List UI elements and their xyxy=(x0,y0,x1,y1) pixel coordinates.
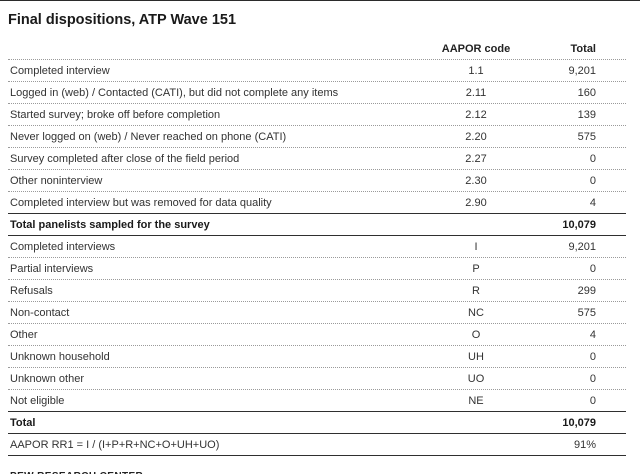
row-total: 575 xyxy=(577,306,596,319)
row-total: 139 xyxy=(577,108,596,121)
row-label: Not eligible xyxy=(10,394,65,407)
row-total: 10,079 xyxy=(562,416,596,429)
table-row: Completed interviews I 9,201 xyxy=(8,236,626,258)
table-body: Completed interview 1.1 9,201 Logged in (we… xyxy=(8,60,626,456)
table-row: Completed interview 1.1 9,201 xyxy=(8,60,626,82)
row-total: 0 xyxy=(589,394,596,407)
row-label: Total xyxy=(10,416,36,429)
row-code: UO xyxy=(467,372,485,385)
row-total: 4 xyxy=(589,196,596,209)
table-row: Completed interview but was removed for … xyxy=(8,192,626,214)
row-total: 0 xyxy=(589,350,596,363)
dispositions-table: AAPOR code Total Completed interview 1.1 9… xyxy=(8,38,626,456)
table-row: Survey completed after close of the fiel… xyxy=(8,148,626,170)
row-code: O xyxy=(471,328,481,341)
row-code: UH xyxy=(468,350,484,363)
table-header-row: AAPOR code Total xyxy=(8,38,626,60)
table-row: Unknown other UO 0 xyxy=(8,368,626,390)
row-label: Refusals xyxy=(10,284,53,297)
page-title: Final dispositions, ATP Wave 151 xyxy=(8,12,237,28)
table-row: Not eligible NE 0 xyxy=(8,390,626,412)
row-code: 2.27 xyxy=(465,152,487,165)
table-row: Unknown household UH 0 xyxy=(8,346,626,368)
row-label: Non-contact xyxy=(10,306,70,319)
col-header-total: Total xyxy=(570,42,596,55)
row-code: 2.30 xyxy=(465,174,487,187)
row-label: Completed interview xyxy=(10,64,110,77)
table-row: Refusals R 299 xyxy=(8,280,626,302)
row-total: 0 xyxy=(589,372,596,385)
row-total: 0 xyxy=(589,174,596,187)
table-row: Other noninterview 2.30 0 xyxy=(8,170,626,192)
row-code: NC xyxy=(468,306,484,319)
row-label: Completed interview but was removed for … xyxy=(10,196,272,209)
row-label: Unknown other xyxy=(10,372,84,385)
row-label: Total panelists sampled for the survey xyxy=(10,218,210,231)
table-row: Started survey; broke off before complet… xyxy=(8,104,626,126)
row-code: 2.90 xyxy=(465,196,487,209)
row-code: 2.12 xyxy=(465,108,487,121)
row-code: 1.1 xyxy=(468,64,484,77)
row-total: 0 xyxy=(589,152,596,165)
table-row: Non-contact NC 575 xyxy=(8,302,626,324)
row-total: 9,201 xyxy=(568,64,596,77)
row-label: Other xyxy=(10,328,38,341)
row-total: 575 xyxy=(577,130,596,143)
row-total: 91% xyxy=(573,438,596,451)
table-row: Total panelists sampled for the survey 10… xyxy=(8,213,626,236)
row-total: 9,201 xyxy=(568,240,596,253)
row-total: 160 xyxy=(577,86,596,99)
row-total: 4 xyxy=(589,328,596,341)
row-label: Completed interviews xyxy=(10,240,116,253)
row-code: 2.11 xyxy=(465,86,487,99)
row-label: Never logged on (web) / Never reached on… xyxy=(10,130,287,143)
table-row: Never logged on (web) / Never reached on… xyxy=(8,126,626,148)
col-header-aapor-code: AAPOR code xyxy=(441,42,511,55)
footer: PEW RESEARCH CENTER xyxy=(8,456,626,474)
row-total: 0 xyxy=(589,262,596,275)
table-row: AAPOR RR1 = I / (I+P+R+NC+O+UH+UO) 91% xyxy=(8,434,626,456)
table-row: Logged in (web) / Contacted (CATI), but … xyxy=(8,82,626,104)
row-label: Logged in (web) / Contacted (CATI), but … xyxy=(10,86,339,99)
row-label: Unknown household xyxy=(10,350,110,363)
row-label: Other noninterview xyxy=(10,174,103,187)
row-label: Started survey; broke off before complet… xyxy=(10,108,221,121)
row-code: NE xyxy=(468,394,484,407)
table-row: Total 10,079 xyxy=(8,411,626,434)
table-row: Other O 4 xyxy=(8,324,626,346)
row-label: Partial interviews xyxy=(10,262,94,275)
row-code: P xyxy=(472,262,480,275)
row-code: R xyxy=(472,284,480,297)
row-code: 2.20 xyxy=(465,130,487,143)
col-header-disposition xyxy=(8,47,421,51)
source-label: PEW RESEARCH CENTER xyxy=(10,471,143,474)
row-label: AAPOR RR1 = I / (I+P+R+NC+O+UH+UO) xyxy=(10,438,220,451)
row-total: 299 xyxy=(577,284,596,297)
row-code: I xyxy=(474,240,478,253)
row-label: Survey completed after close of the fiel… xyxy=(10,152,240,165)
top-divider xyxy=(0,0,640,1)
table-row: Partial interviews P 0 xyxy=(8,258,626,280)
row-total: 10,079 xyxy=(562,218,596,231)
